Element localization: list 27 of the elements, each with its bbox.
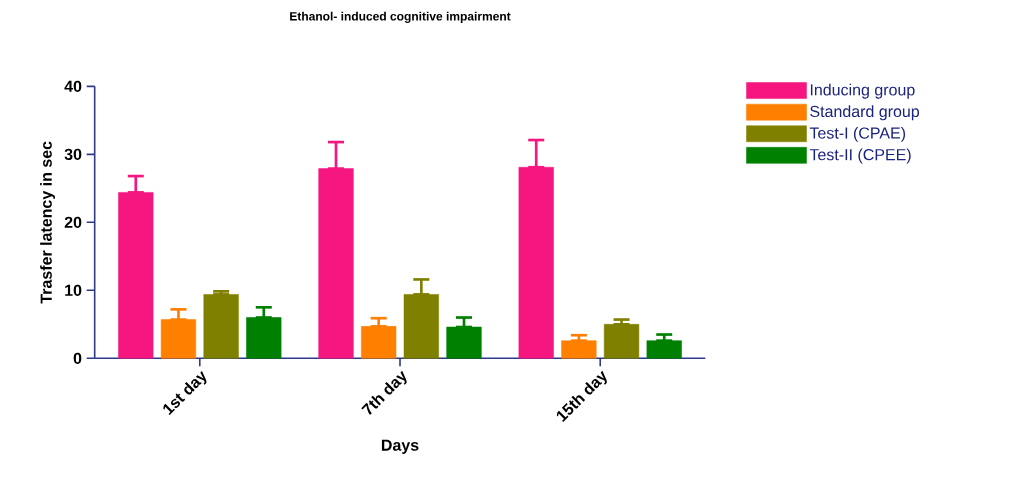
legend-label: Inducing group [810,83,915,99]
x-tick-label: 15th day [556,370,607,422]
bar [518,166,554,359]
x-tick-label: 1st day [163,370,207,416]
bar [160,319,197,359]
y-tick-label: 20 [64,216,82,228]
bar [318,168,354,359]
x-tick-label: 7th day [361,370,407,415]
y-axis-title: Trasfer latency in sec [40,141,56,304]
legend-label: Standard group [810,105,920,121]
bar [203,294,239,359]
bar [446,326,482,359]
legend-label: Test-II (CPEE) [809,148,911,164]
y-tick-label: 0 [73,352,82,364]
y-tick-label: 10 [65,284,82,296]
bar [361,326,397,359]
legend-label: Test-I (CPAE) [809,126,906,142]
bar [118,192,154,359]
y-tick-label: 40 [64,80,82,92]
bar [246,317,282,359]
chart-title: Ethanol- induced cognitive impairment [290,11,511,23]
y-tick-label: 30 [64,148,82,161]
bar [561,340,597,359]
bar [646,340,682,359]
x-axis-title: Days [381,439,419,454]
bar [603,324,640,359]
bar [403,294,439,359]
